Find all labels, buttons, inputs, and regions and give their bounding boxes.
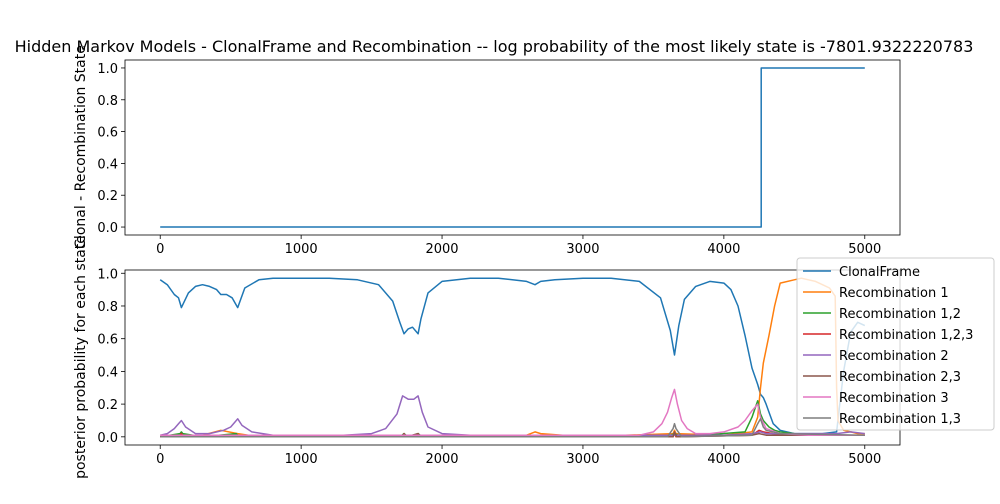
bottom-series-line-4 — [160, 395, 865, 436]
chart-title: Hidden Markov Models - ClonalFrame and R… — [15, 37, 974, 56]
top-y-tick-label: 1.0 — [97, 62, 118, 77]
bottom-x-tick-label: 5000 — [848, 452, 881, 467]
bottom-x-tick-label: 4000 — [707, 452, 740, 467]
legend-entry-label: Recombination 2,3 — [839, 370, 961, 385]
bottom-series-line-0 — [159, 277, 866, 435]
top-y-axis-label: Clonal - Recombination State — [73, 45, 89, 249]
legend-entry-label: Recombination 1 — [839, 286, 949, 301]
legend-entry-label: Recombination 1,2,3 — [839, 328, 973, 343]
legend: ClonalFrame Recombination 1 Recombination … — [796, 257, 995, 431]
top-x-tick-label: 5000 — [848, 242, 881, 257]
top-y-tick-label: 0.0 — [97, 221, 118, 236]
bottom-series-line-7 — [160, 418, 865, 438]
top-y-tick-label: 0.4 — [97, 157, 118, 172]
bottom-series-line-2 — [160, 400, 865, 438]
legend-entry-label: Recombination 1,2 — [839, 307, 961, 322]
top-plot-frame — [124, 59, 901, 236]
bottom-y-tick-label: 1.0 — [97, 267, 118, 282]
top-x-tick-label: 0 — [156, 242, 164, 257]
top-x-tick-label: 4000 — [707, 242, 740, 257]
top-x-tick-label: 2000 — [425, 242, 458, 257]
bottom-y-tick-label: 0.6 — [97, 333, 118, 348]
bottom-y-tick-label: 0.4 — [97, 365, 118, 380]
legend-entry-label: Recombination 2 — [839, 349, 949, 364]
bottom-x-tick-label: 2000 — [425, 452, 458, 467]
top-y-tick-label: 0.2 — [97, 189, 118, 204]
bottom-x-tick-label: 3000 — [566, 452, 599, 467]
legend-entry-label: Recombination 3 — [839, 391, 949, 406]
top-x-tick-label: 1000 — [285, 242, 318, 257]
bottom-y-tick-label: 0.8 — [97, 300, 118, 315]
top-y-tick-label: 0.6 — [97, 126, 118, 141]
bottom-x-tick-label: 1000 — [285, 452, 318, 467]
legend-frame — [796, 257, 995, 431]
bottom-y-tick-label: 0.0 — [97, 431, 118, 446]
bottom-plot: 0 1000 2000 3000 4000 50000.00.20.40.60.81.0 … — [73, 235, 901, 479]
bottom-y-axis-label: posterior probability for each state — [73, 235, 89, 479]
bottom-y-tick-label: 0.2 — [97, 398, 118, 413]
top-y-tick-label: 0.8 — [97, 94, 118, 109]
bottom-x-tick-label: 0 — [156, 452, 164, 467]
legend-entry-label: Recombination 1,3 — [839, 412, 961, 427]
legend-entry-label: ClonalFrame — [839, 265, 920, 280]
bottom-series-line-6 — [160, 388, 865, 436]
top-x-tick-label: 3000 — [566, 242, 599, 257]
top-series-line-0 — [160, 67, 865, 228]
top-plot: 0 1000 2000 3000 4000 50000.00.20.40.60.81.0 … — [73, 45, 901, 257]
